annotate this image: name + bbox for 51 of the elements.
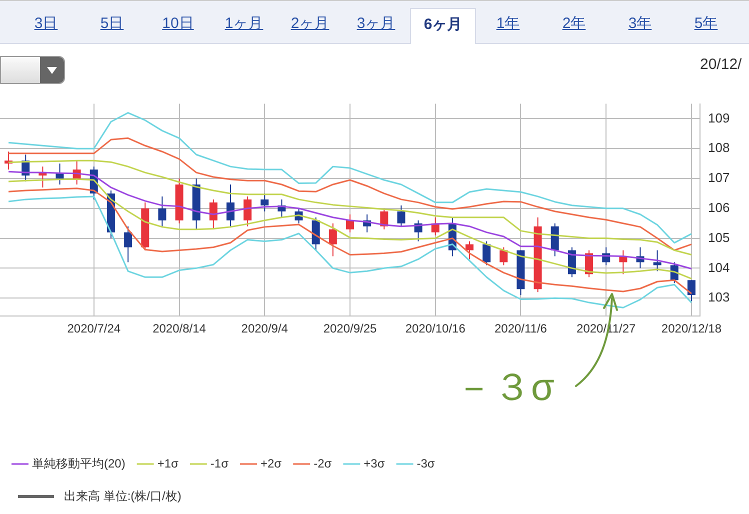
candlestick: [482, 240, 491, 266]
text: 2年: [561, 14, 587, 34]
x-tick-label: 2020/10/16: [405, 322, 466, 336]
text: 出来高 単位:(株/口/枚): [64, 488, 182, 505]
x-tick-label: 2020/9/4: [241, 322, 288, 336]
y-tick-label: 108: [708, 140, 730, 156]
text: 20/12/: [700, 56, 742, 73]
candlestick: [124, 226, 132, 263]
candlestick: [312, 216, 320, 251]
text: 6ヶ月: [410, 8, 476, 44]
y-tick-label: 107: [708, 170, 730, 186]
candlestick: [328, 222, 337, 257]
candlestick: [226, 184, 234, 227]
x-tick-label: 2020/9/25: [323, 322, 378, 336]
y-tick-label: 104: [708, 260, 730, 275]
candlestick: [500, 246, 508, 266]
text: 1ヶ月: [224, 14, 264, 34]
candlestick: [397, 204, 406, 227]
candlestick: [260, 192, 269, 212]
y-tick-label: 109: [708, 110, 730, 126]
candlestick: [466, 240, 474, 260]
text: 5日: [99, 14, 125, 34]
y-tick-label: 106: [708, 200, 730, 215]
legend-label: +1σ: [157, 456, 180, 470]
text: 3日: [33, 14, 59, 34]
legend-label: +2σ: [260, 456, 282, 470]
x-tick-label: 2020/12/18: [661, 322, 722, 336]
text: 10日: [161, 14, 195, 34]
legend-label: -1σ: [210, 456, 230, 470]
legend-label: -3σ: [416, 456, 436, 470]
text: －３σ: [455, 366, 554, 411]
text: 3ヶ月: [356, 14, 396, 34]
candlestick: [653, 250, 662, 272]
text: 2ヶ月: [290, 14, 330, 34]
x-tick-label: 2020/7/24: [67, 322, 121, 336]
x-tick-label: 2020/8/14: [152, 322, 206, 336]
text: 5年: [693, 14, 719, 34]
candlestick: [687, 280, 696, 302]
text: 1年: [495, 14, 521, 34]
y-tick-label: 105: [708, 230, 730, 245]
candlestick: [209, 198, 218, 230]
candlestick: [244, 196, 252, 227]
legend-label: 単純移動平均(20): [32, 456, 126, 470]
candlestick: [158, 196, 166, 227]
text: 3年: [627, 14, 653, 34]
x-tick-label: 2020/11/6: [494, 322, 548, 336]
legend-label: -2σ: [314, 456, 332, 470]
candlestick: [550, 222, 559, 257]
y-tick-label: 103: [708, 290, 730, 305]
legend-label: +3σ: [364, 456, 386, 470]
candlestick: [346, 214, 354, 233]
